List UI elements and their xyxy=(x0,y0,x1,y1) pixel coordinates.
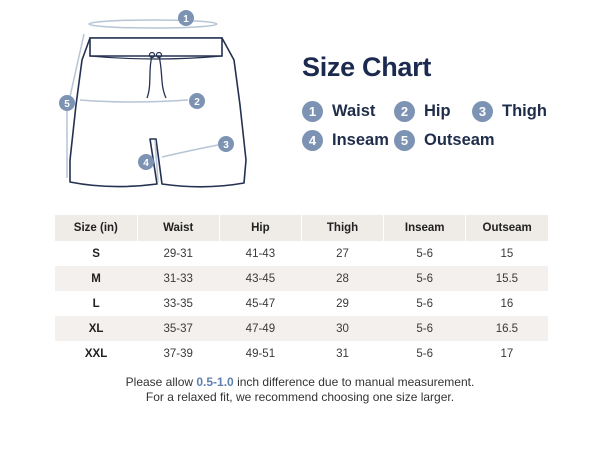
column-header: Outseam xyxy=(465,215,548,241)
shorts-illustration: 1 2 3 4 5 xyxy=(59,10,247,188)
marker-3: 3 xyxy=(218,136,234,152)
legend-item-outseam: 5 Outseam xyxy=(394,130,495,151)
legend-label: Thigh xyxy=(502,102,547,120)
size-cell: S xyxy=(92,247,100,260)
legend-number: 3 xyxy=(472,101,493,122)
svg-text:2: 2 xyxy=(194,97,200,108)
column-header: Waist xyxy=(137,215,220,241)
marker-2: 2 xyxy=(189,93,205,109)
note-line-1: Please allow 0.5-1.0 inch difference due… xyxy=(125,375,475,389)
svg-text:1: 1 xyxy=(183,14,189,25)
legend-label: Hip xyxy=(424,102,451,120)
table-cell: 37-39 xyxy=(163,347,193,360)
column-header: Inseam xyxy=(383,215,467,241)
marker-1: 1 xyxy=(178,10,194,26)
table-cell: 28 xyxy=(301,266,384,291)
table-cell: 30 xyxy=(301,316,384,341)
page-title: Size Chart xyxy=(302,52,432,82)
table-cell: 29-31 xyxy=(163,247,193,260)
table-cell: 31-33 xyxy=(137,266,220,291)
table-cell: 17 xyxy=(500,347,514,360)
legend-number: 1 xyxy=(302,101,323,122)
size-cell: XXL xyxy=(84,347,108,360)
legend-number: 5 xyxy=(394,130,415,151)
legend-number: 4 xyxy=(302,130,323,151)
table-cell: 29 xyxy=(336,297,349,310)
table-cell: 5-6 xyxy=(416,297,434,310)
legend-item-inseam: 4 Inseam xyxy=(302,130,389,151)
table-cell: 49-51 xyxy=(245,347,276,360)
legend-item-thigh: 3 Thigh xyxy=(472,101,547,122)
table-cell: 45-47 xyxy=(245,297,276,310)
legend-number: 2 xyxy=(394,101,415,122)
inseam-measure-line xyxy=(154,139,159,183)
column-header: Hip xyxy=(219,215,302,241)
column-header: Thigh xyxy=(301,215,385,241)
table-cell: 16.5 xyxy=(465,316,548,341)
table-cell: 5-6 xyxy=(416,247,434,260)
size-cell: M xyxy=(55,266,138,291)
marker-4: 4 xyxy=(138,154,154,170)
table-cell: 33-35 xyxy=(163,297,193,310)
marker-5: 5 xyxy=(59,95,75,111)
hip-measure-line xyxy=(79,99,189,103)
table-cell: 5-6 xyxy=(416,347,434,360)
tolerance-highlight: 0.5-1.0 xyxy=(196,375,234,389)
table-header-row: Size (in) Waist Hip Thigh Inseam Outseam xyxy=(55,215,548,241)
table-row: XXL 37-39 49-51 31 5-6 17 xyxy=(55,341,548,366)
waist-measure-line xyxy=(88,19,218,29)
table-cell: 35-37 xyxy=(137,316,220,341)
svg-text:3: 3 xyxy=(223,140,229,151)
table-cell: 47-49 xyxy=(219,316,302,341)
table-cell: 15.5 xyxy=(465,266,548,291)
note-line-2: For a relaxed fit, we recommend choosing… xyxy=(145,390,455,404)
table-cell: 43-45 xyxy=(219,266,302,291)
legend-item-waist: 1 Waist xyxy=(302,101,375,122)
legend-label: Waist xyxy=(332,102,376,120)
column-header: Size (in) xyxy=(55,215,138,241)
table-row: L 33-35 45-47 29 5-6 16 xyxy=(55,291,548,316)
table-cell: 16 xyxy=(500,297,514,310)
measurement-note: Please allow 0.5-1.0 inch difference due… xyxy=(0,375,600,405)
table-cell: 41-43 xyxy=(245,247,276,260)
waistband xyxy=(89,37,223,57)
thigh-measure-line xyxy=(161,144,219,158)
table-cell: 27 xyxy=(336,247,349,260)
table-row: S 29-31 41-43 27 5-6 15 xyxy=(55,241,548,266)
svg-text:4: 4 xyxy=(143,158,149,169)
table-cell: 15 xyxy=(500,247,514,260)
shorts-outline xyxy=(69,37,247,188)
table-cell: 5-6 xyxy=(383,316,466,341)
table-cell: 31 xyxy=(336,347,349,360)
size-cell: L xyxy=(92,297,100,310)
size-cell: XL xyxy=(55,316,138,341)
size-table: Size (in) Waist Hip Thigh Inseam Outseam… xyxy=(55,215,548,366)
table-row: XL 35-37 47-49 30 5-6 16.5 xyxy=(55,316,548,341)
table-cell: 5-6 xyxy=(383,266,466,291)
table-row: M 31-33 43-45 28 5-6 15.5 xyxy=(55,266,548,291)
svg-text:5: 5 xyxy=(64,99,70,110)
drawstring xyxy=(146,55,167,99)
legend-label: Outseam xyxy=(424,131,495,149)
legend-label: Inseam xyxy=(332,131,389,149)
legend-item-hip: 2 Hip xyxy=(394,101,451,122)
